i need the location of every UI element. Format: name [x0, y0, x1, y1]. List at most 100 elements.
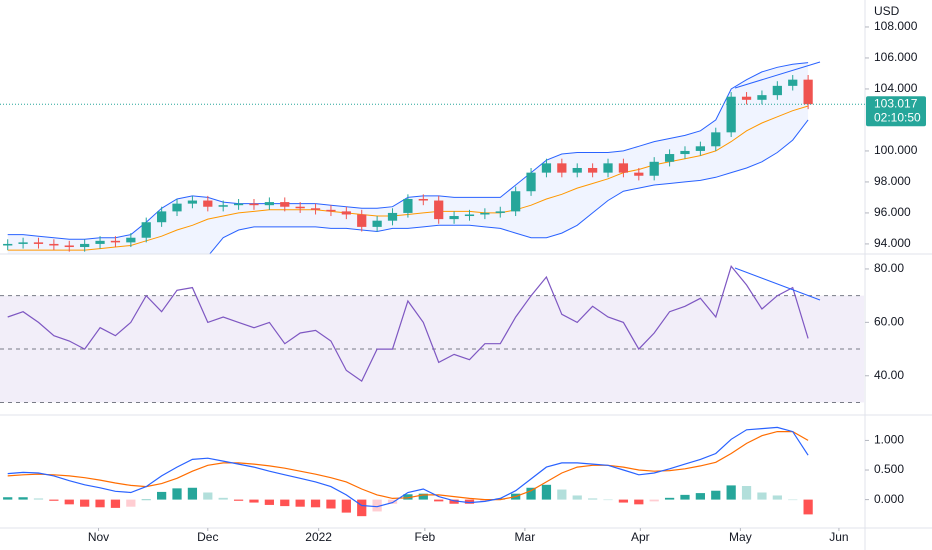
last-price-tag: [866, 96, 926, 127]
y-tick-label: 94.000: [874, 236, 911, 250]
candle-body: [511, 191, 521, 212]
rsi-line: [7, 265, 809, 382]
histogram-bar: [387, 499, 398, 504]
candle-body: [33, 242, 44, 244]
candle-body: [788, 79, 798, 86]
histogram-bar: [726, 485, 736, 500]
candle-body: [357, 214, 367, 227]
candle-body: [480, 212, 490, 215]
currency-label: USD: [874, 4, 900, 18]
candle-body: [387, 212, 398, 221]
y-tick-label: 60.00: [874, 315, 904, 329]
candle-body: [49, 243, 59, 246]
candle-body: [634, 172, 644, 176]
x-tick-label: Nov: [88, 530, 109, 544]
histogram-bar: [233, 499, 244, 501]
signal-line: [7, 431, 809, 501]
candle-body: [757, 95, 767, 100]
candle-body: [372, 220, 382, 227]
histogram-bar: [157, 491, 167, 500]
histogram-bar: [218, 497, 228, 500]
histogram-bar: [295, 499, 305, 507]
candle-body: [741, 96, 752, 100]
candle-body: [649, 161, 659, 176]
histogram-bar: [434, 499, 444, 502]
lower-band: [209, 119, 809, 254]
candle-body: [249, 203, 259, 206]
candle-body: [64, 245, 74, 248]
histogram-bar: [18, 497, 28, 500]
histogram-bar: [557, 489, 567, 500]
histogram-bar: [110, 499, 121, 508]
candle-body: [110, 240, 121, 243]
candle-body: [157, 211, 167, 223]
trend-line: [734, 61, 821, 89]
candle-body: [280, 202, 290, 207]
candle-body: [310, 208, 321, 210]
y-tick-label: 80.00: [874, 261, 904, 275]
histogram-bar: [711, 490, 721, 500]
y-tick-label: 1.000: [874, 433, 904, 447]
y-tick-label: 40.00: [874, 368, 904, 382]
candle-body: [695, 146, 705, 151]
x-tick-label: Dec: [197, 530, 218, 544]
y-tick-label: 0.500: [874, 462, 904, 476]
y-tick-label: 98.000: [874, 174, 911, 188]
histogram-bar: [603, 499, 613, 501]
macd-line: [7, 426, 809, 508]
y-tick-label: 100.000: [874, 143, 918, 157]
histogram-bar: [403, 494, 413, 500]
last-price-label: 103.017: [874, 96, 918, 110]
candle-body: [572, 167, 582, 173]
candle-body: [18, 242, 28, 244]
candle-body: [449, 216, 459, 220]
candle-body: [603, 163, 613, 173]
rsi-pane: [0, 265, 864, 403]
histogram-bar: [64, 499, 74, 505]
y-tick-label: 108.000: [874, 19, 918, 33]
candle-body: [711, 132, 721, 147]
histogram-bar: [310, 499, 321, 508]
candle-body: [726, 96, 736, 133]
candle-body: [95, 240, 105, 244]
candle-body: [803, 79, 813, 105]
histogram-bar: [80, 499, 90, 507]
candle-body: [418, 198, 428, 201]
histogram-bar: [203, 492, 213, 500]
histogram-bar: [526, 487, 536, 500]
y-tick-label: 106.000: [874, 50, 918, 64]
y-tick-label: 0.000: [874, 492, 904, 506]
candle-body: [464, 214, 475, 217]
histogram-bar: [572, 495, 582, 500]
histogram-bar: [418, 493, 428, 500]
candle-body: [264, 202, 274, 206]
macd-pane: [3, 426, 813, 517]
histogram-bar: [772, 495, 782, 500]
candle-body: [341, 211, 351, 215]
histogram-bar: [33, 498, 44, 500]
x-tick-label: Jun: [829, 530, 848, 544]
histogram-bar: [680, 494, 690, 500]
candle-body: [541, 163, 552, 173]
histogram-bar: [280, 499, 290, 507]
histogram-bar: [249, 499, 259, 503]
histogram-bar: [664, 497, 675, 500]
x-tick-label: May: [729, 530, 752, 544]
histogram-bar: [649, 499, 659, 502]
histogram-bar: [357, 499, 367, 517]
candle-body: [3, 243, 13, 246]
y-tick-label: 96.000: [874, 205, 911, 219]
x-tick-label: Feb: [414, 530, 435, 544]
candle-body: [326, 209, 336, 212]
histogram-bar: [588, 498, 598, 500]
candle-body: [526, 172, 536, 192]
histogram-bar: [141, 499, 151, 501]
candle-body: [557, 163, 567, 173]
x-tick-label: Mar: [515, 530, 536, 544]
histogram-bar: [264, 499, 274, 505]
x-tick-label: 2022: [305, 530, 332, 544]
candle-body: [172, 203, 182, 212]
candle-body: [187, 200, 198, 204]
histogram-bar: [172, 488, 182, 500]
